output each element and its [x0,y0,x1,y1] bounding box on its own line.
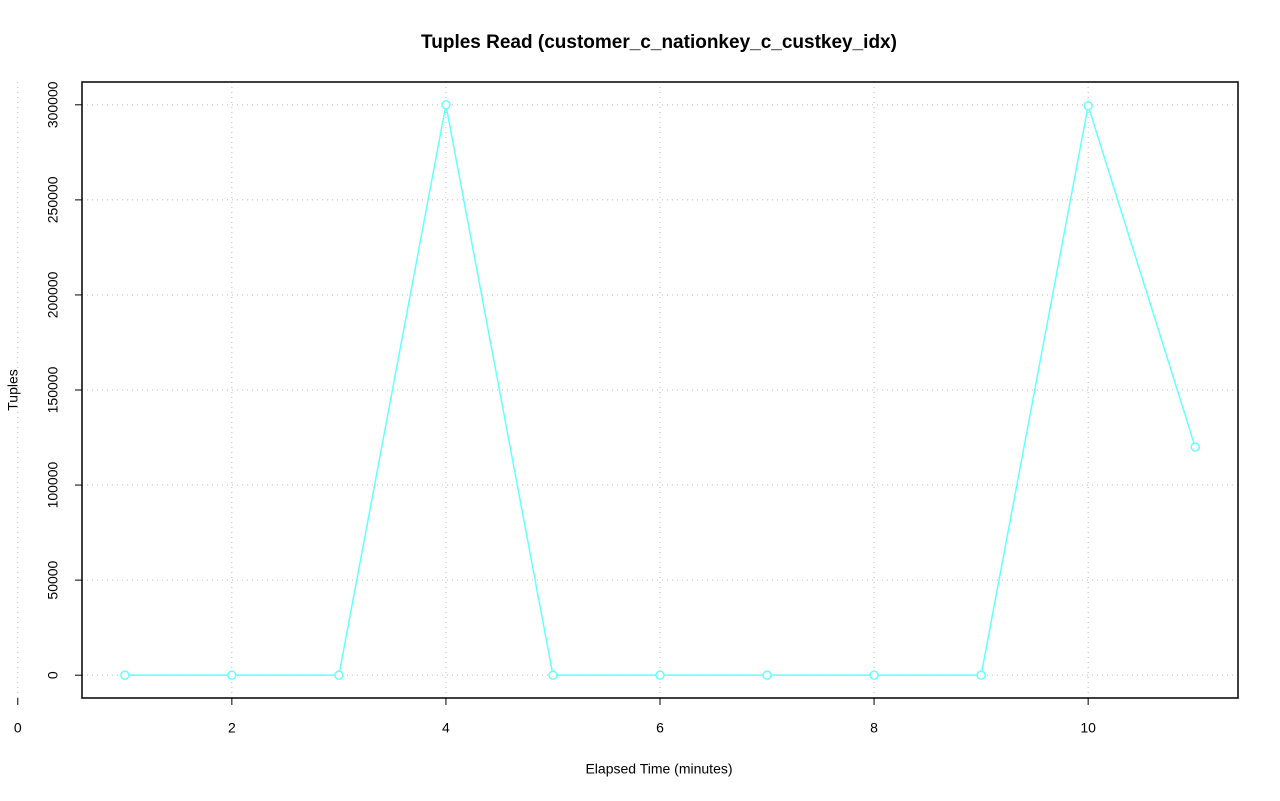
series-line [124,104,1196,676]
y-tick-label: 250000 [45,176,61,223]
y-tick-label: 50000 [45,560,61,599]
plot-frame [81,81,1239,699]
y-axis-label: Tuples [5,369,21,411]
data-point [869,670,879,680]
data-point [976,670,986,680]
data-point [548,670,558,680]
x-tick-label: 0 [14,720,22,736]
data-point [334,670,344,680]
x-tick-label: 10 [1080,720,1096,736]
x-tick-label: 2 [228,720,236,736]
data-point [227,670,237,680]
chart-title: Tuples Read (customer_c_nationkey_c_cust… [421,32,897,53]
x-axis-label: Elapsed Time (minutes) [585,761,732,777]
data-point [1083,101,1093,111]
data-point [1190,442,1200,452]
y-tick-label: 0 [45,671,61,679]
data-point [441,100,451,110]
y-tick-label: 300000 [45,81,61,128]
y-tick-label: 150000 [45,366,61,413]
data-point [655,670,665,680]
x-tick-label: 8 [870,720,878,736]
data-point [762,670,772,680]
y-tick-label: 200000 [45,271,61,318]
y-tick-label: 100000 [45,461,61,508]
x-tick-label: 6 [656,720,664,736]
x-tick-label: 4 [442,720,450,736]
data-point [120,670,130,680]
